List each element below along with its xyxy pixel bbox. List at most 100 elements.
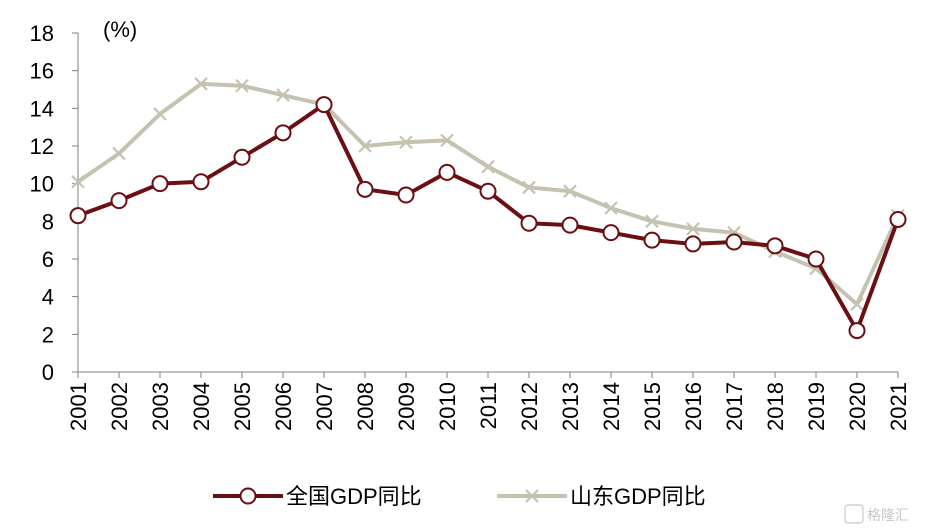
data-point xyxy=(315,96,333,114)
x-tick-label: 2015 xyxy=(640,382,665,431)
data-point xyxy=(848,322,866,340)
y-axis-ticks: 0 2 4 6 8 10 12 14 16 18 xyxy=(30,21,78,385)
watermark-text: 格隆汇 xyxy=(867,507,909,523)
data-point xyxy=(112,146,126,161)
y-tick-label: 4 xyxy=(42,285,54,310)
data-point xyxy=(563,184,577,198)
data-point xyxy=(399,135,413,150)
x-tick-label: 2001 xyxy=(66,382,91,431)
x-tick-label: 2012 xyxy=(517,382,542,431)
data-point xyxy=(766,237,784,255)
x-tick-label: 2011 xyxy=(476,382,501,429)
data-point-stroke xyxy=(358,139,372,153)
x-tick-label: 2018 xyxy=(763,382,788,431)
legend-label: 山东GDP同比 xyxy=(570,484,706,509)
data-point xyxy=(479,182,497,200)
watermark: 格隆汇 xyxy=(844,504,909,524)
x-tick-label: 2002 xyxy=(107,382,132,431)
data-point xyxy=(604,201,618,215)
x-tick-label: 2021 xyxy=(886,382,911,431)
data-point xyxy=(438,163,456,181)
data-point-stroke xyxy=(71,175,85,189)
data-point-stroke xyxy=(440,133,454,148)
x-tick-label: 2009 xyxy=(394,382,419,431)
data-point xyxy=(194,77,208,91)
data-point xyxy=(71,175,85,189)
series-line xyxy=(77,102,900,333)
data-point-stroke xyxy=(399,135,413,150)
data-point-stroke xyxy=(153,107,167,121)
y-tick-label: 18 xyxy=(30,21,54,46)
data-point-stroke xyxy=(112,146,126,161)
x-tick-label: 2006 xyxy=(271,382,296,431)
data-point xyxy=(520,214,538,232)
watermark-logo-icon xyxy=(844,504,864,524)
data-point-stroke xyxy=(604,201,618,215)
data-point xyxy=(440,133,454,148)
x-tick-label: 2014 xyxy=(599,382,624,431)
x-tick-label: 2010 xyxy=(435,382,460,431)
data-point xyxy=(276,88,290,102)
data-point xyxy=(233,148,251,166)
data-point xyxy=(561,216,579,234)
x-tick-label: 2013 xyxy=(558,382,583,431)
data-point xyxy=(110,192,128,210)
y-tick-label: 16 xyxy=(30,59,54,84)
legend-marker xyxy=(239,487,257,505)
data-point xyxy=(645,214,659,229)
data-point xyxy=(807,250,825,268)
x-axis-ticks: 2001 2002 2003 2004 2005 2006 2007 2008 2009 2010… xyxy=(66,372,911,431)
data-point xyxy=(69,207,87,225)
y-tick-label: 14 xyxy=(30,96,54,121)
legend-label: 全国GDP同比 xyxy=(286,484,422,509)
data-point xyxy=(889,210,907,228)
data-point-stroke xyxy=(481,159,495,174)
data-point xyxy=(274,124,292,142)
x-tick-label: 2016 xyxy=(681,382,706,431)
data-point xyxy=(235,78,249,93)
data-point-stroke xyxy=(522,180,536,195)
data-point-stroke xyxy=(686,222,700,236)
data-point xyxy=(602,224,620,242)
data-point xyxy=(686,222,700,236)
x-tick-label: 2005 xyxy=(230,382,255,431)
data-point-stroke xyxy=(850,297,864,311)
data-point xyxy=(725,233,743,251)
x-tick-label: 2017 xyxy=(722,382,747,431)
x-tick-label: 2020 xyxy=(845,382,870,431)
data-point-stroke xyxy=(194,77,208,91)
data-point-stroke xyxy=(235,78,249,93)
x-tick-label: 2003 xyxy=(148,382,173,431)
legend-item: 全国GDP同比 xyxy=(213,484,422,509)
x-tick-label: 2008 xyxy=(353,382,378,431)
y-tick-label: 12 xyxy=(30,134,54,159)
data-point xyxy=(684,235,702,253)
y-tick-label: 10 xyxy=(30,172,54,197)
data-point xyxy=(522,180,536,195)
data-point xyxy=(358,139,372,153)
y-axis-unit-label: (%) xyxy=(103,17,137,42)
x-tick-label: 2007 xyxy=(312,382,337,431)
x-tick-label: 2004 xyxy=(189,382,214,431)
data-point xyxy=(192,173,210,191)
data-point-stroke xyxy=(276,88,290,102)
legend-marker xyxy=(525,489,539,503)
data-point xyxy=(397,186,415,204)
data-point-stroke xyxy=(645,214,659,229)
data-point-stroke xyxy=(563,184,577,198)
x-tick-label: 2019 xyxy=(804,382,829,431)
data-point xyxy=(850,297,864,311)
data-point xyxy=(151,175,169,193)
series-layer xyxy=(69,77,907,340)
data-point xyxy=(356,180,374,198)
data-point xyxy=(481,159,495,174)
y-tick-label: 0 xyxy=(42,360,54,385)
y-tick-label: 6 xyxy=(42,247,54,272)
data-point xyxy=(643,231,661,249)
legend: 全国GDP同比 山东GDP同比 xyxy=(213,484,706,509)
legend-item: 山东GDP同比 xyxy=(497,484,706,509)
data-point xyxy=(153,107,167,121)
y-tick-label: 8 xyxy=(42,209,54,234)
y-tick-label: 2 xyxy=(42,322,54,347)
